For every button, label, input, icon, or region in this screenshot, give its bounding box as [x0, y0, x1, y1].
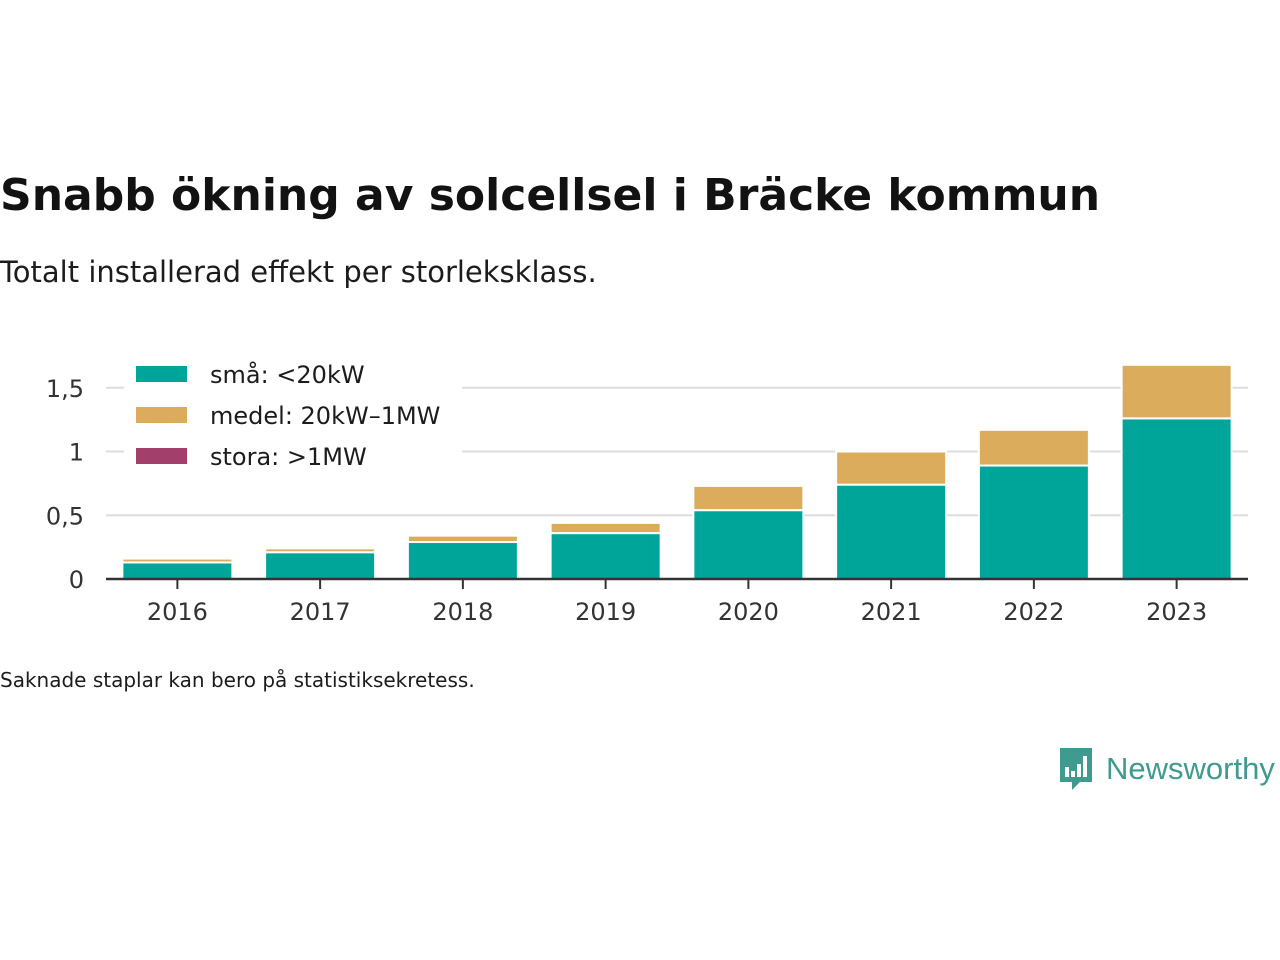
bar-segment-medium — [692, 484, 805, 512]
bar-segment-medium — [835, 450, 948, 486]
y-tick-label: 0 — [69, 566, 84, 594]
bar-segment-small — [549, 532, 662, 580]
x-tick-label: 2022 — [1003, 598, 1064, 626]
legend-swatch — [136, 366, 187, 382]
chart-title: Snabb ökning av solcellsel i Bräcke komm… — [0, 170, 1101, 221]
x-tick-label: 2021 — [861, 598, 922, 626]
footnote: Saknade staplar kan bero på statistiksek… — [0, 668, 475, 692]
x-tick-label: 2019 — [575, 598, 636, 626]
bar-segment-small — [1120, 417, 1233, 580]
bar-segment-small — [835, 483, 948, 580]
y-tick-label: 1 — [69, 439, 84, 467]
x-tick-label: 2023 — [1146, 598, 1207, 626]
bar-segment-small — [121, 561, 234, 580]
x-tick-label: 2017 — [290, 598, 351, 626]
bar-segment-medium — [264, 547, 377, 554]
bar-segment-medium — [549, 521, 662, 535]
bar-segment-small — [406, 541, 519, 581]
x-tick-label: 2020 — [718, 598, 779, 626]
bar-segment-medium — [121, 557, 234, 564]
x-tick-label: 2018 — [432, 598, 493, 626]
y-tick-label: 0,5 — [46, 502, 84, 530]
legend-label: små: <20kW — [210, 360, 365, 389]
x-tick-label: 2016 — [147, 598, 208, 626]
legend-label: stora: >1MW — [210, 443, 367, 471]
legend-swatch — [136, 407, 187, 423]
bar-segment-medium — [1120, 363, 1233, 420]
y-tick-label: 1,5 — [46, 375, 84, 403]
newsworthy-logo-icon — [1060, 748, 1092, 790]
chart-subtitle: Totalt installerad effekt per storlekskl… — [0, 255, 597, 289]
bar-segment-small — [264, 551, 377, 580]
bar-segment-medium — [977, 428, 1090, 467]
bar-segment-medium — [406, 534, 519, 544]
brand-name: Newsworthy — [1106, 751, 1275, 786]
bar-segment-small — [977, 464, 1090, 580]
legend-swatch — [136, 448, 187, 464]
legend-label: medel: 20kW–1MW — [210, 402, 440, 430]
stacked-bar-chart: 0 0,5 1 1,5 2016 2017 2018 2019 2020 2021 2022 2023… — [45, 360, 1248, 626]
brand-logo[interactable]: Newsworthy — [1058, 746, 1275, 792]
bar-segment-small — [692, 509, 805, 580]
